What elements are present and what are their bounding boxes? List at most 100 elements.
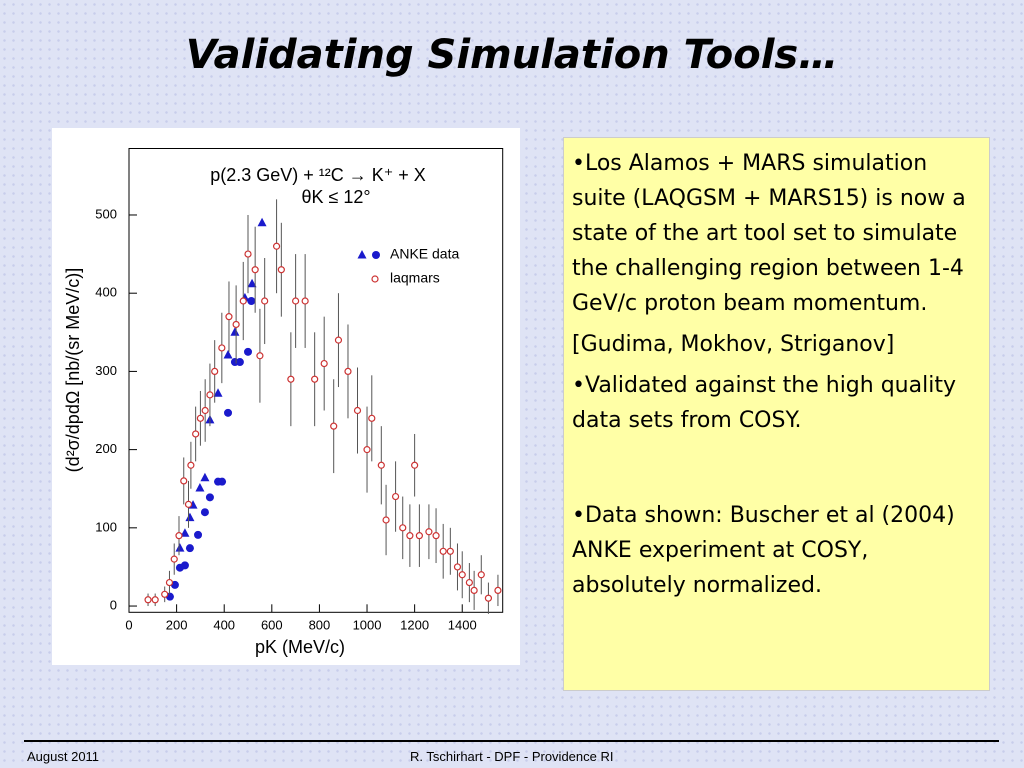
data-point (196, 414, 205, 422)
data-point (165, 578, 174, 587)
bullet: •Los Alamos + MARS simulation suite (LAQ… (572, 151, 966, 316)
x-tick-label: 800 (309, 618, 331, 633)
y-tick-label: 400 (95, 285, 117, 300)
data-point (256, 352, 264, 360)
x-tick-label: 1000 (353, 618, 382, 633)
data-point (406, 532, 414, 540)
legend-marker (372, 251, 380, 259)
data-point (247, 297, 256, 306)
data-point (244, 347, 253, 356)
data-point (244, 250, 252, 258)
x-tick-label: 0 (125, 618, 132, 633)
data-point (320, 359, 328, 368)
data-point (257, 217, 267, 227)
x-axis-label: pK (MeV/c) (255, 637, 345, 657)
data-point (205, 493, 214, 502)
data-point (185, 512, 195, 522)
data-point (161, 590, 169, 598)
bullet: [Gudima, Mokhov, Striganov] (572, 332, 895, 357)
chart-title: p(2.3 GeV) + ¹²C → K⁺ + X (210, 165, 426, 185)
data-point (187, 461, 195, 469)
data-point (277, 266, 285, 274)
data-point (292, 297, 300, 305)
data-point (224, 408, 233, 417)
y-tick-label: 0 (110, 597, 117, 612)
data-point (446, 547, 454, 555)
data-point (194, 530, 203, 539)
x-tick-label: 1200 (400, 618, 429, 633)
data-point (411, 461, 419, 469)
data-point (330, 422, 338, 430)
data-point (175, 532, 183, 540)
data-point (301, 297, 309, 305)
data-point (247, 278, 257, 288)
data-point (201, 406, 209, 415)
data-point (170, 555, 178, 563)
data-point (311, 375, 319, 383)
bullet: •Validated against the high quality data… (572, 373, 956, 433)
data-point (223, 349, 233, 359)
data-point (213, 388, 223, 397)
data-point (218, 477, 227, 486)
data-point (206, 391, 214, 399)
y-axis-label: (d²σ/dpdΩ [nb/(sr MeV/c)] (63, 268, 83, 473)
data-point (439, 547, 447, 555)
plot-frame (128, 148, 504, 613)
data-point (334, 336, 343, 344)
footer-author: R. Tschirhart - DPF - Providence RI (410, 749, 614, 764)
footer-rule (24, 740, 999, 742)
data-point (195, 482, 205, 492)
data-point (399, 524, 407, 532)
data-point (261, 297, 269, 305)
data-point (218, 344, 226, 352)
footer-date: August 2011 (27, 749, 100, 764)
x-tick-label: 600 (261, 618, 283, 633)
y-tick-label: 300 (95, 363, 117, 378)
data-point (180, 477, 188, 485)
legend-marker (357, 250, 367, 259)
x-tick-label: 1400 (448, 618, 477, 633)
data-point (415, 532, 423, 540)
data-point (235, 358, 244, 367)
data-point (477, 571, 485, 579)
data-point (192, 430, 200, 438)
data-point (344, 367, 352, 376)
y-tick-label: 100 (95, 519, 117, 534)
data-point (180, 528, 190, 537)
data-point (180, 561, 189, 570)
y-tick-label: 500 (95, 206, 117, 221)
data-point (382, 516, 390, 524)
text-box: •Los Alamos + MARS simulation suite (LAQ… (563, 137, 990, 691)
data-point (251, 266, 259, 274)
chart-background (52, 128, 520, 665)
x-tick-label: 400 (213, 618, 235, 633)
data-point (391, 492, 400, 501)
data-point (175, 543, 185, 552)
data-point (453, 563, 462, 571)
data-point (287, 375, 295, 383)
data-point (425, 528, 433, 536)
data-point (184, 500, 193, 508)
data-point (368, 414, 376, 422)
data-point (185, 544, 194, 553)
data-point (470, 586, 478, 595)
data-point (200, 472, 210, 482)
data-point (200, 508, 209, 517)
legend-label: ANKE data (390, 246, 459, 262)
data-point (144, 596, 152, 604)
y-tick-label: 200 (95, 441, 117, 456)
data-point (232, 320, 240, 329)
bullet: •Data shown: Buscher et al (2004) ANKE e… (572, 503, 955, 598)
chart-subtitle: θK ≤ 12° (301, 187, 370, 207)
data-point (151, 596, 159, 604)
data-point (225, 313, 233, 321)
data-point (458, 571, 466, 579)
data-point (484, 594, 493, 602)
legend-marker (371, 275, 379, 283)
data-point (377, 461, 385, 469)
slide-title: Validating Simulation Tools… (185, 32, 839, 78)
data-point (272, 242, 281, 250)
legend-label: laqmars (390, 270, 440, 286)
